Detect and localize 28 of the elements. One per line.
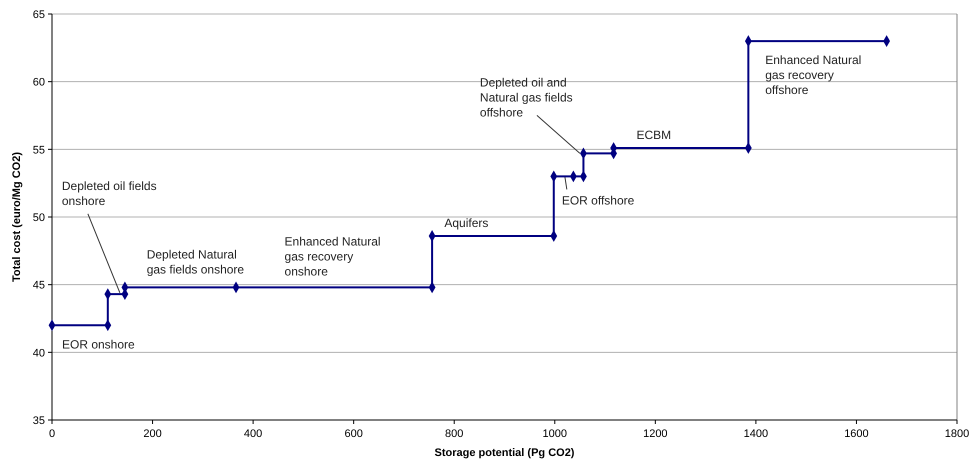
y-tick-label: 55 [32, 144, 45, 156]
x-tick-label: 200 [143, 428, 162, 440]
x-tick-label: 1200 [643, 428, 668, 440]
annotation: EOR offshore [562, 193, 635, 208]
annotation: Depleted oil fields onshore [62, 178, 157, 208]
annotation: ECBM [636, 128, 672, 142]
x-tick-label: 0 [48, 428, 56, 440]
annotation: Enhanced Natural gas recovery offshore [765, 53, 862, 98]
y-tick-label: 45 [32, 280, 45, 292]
x-axis-title: Storage potential (Pg CO2) [434, 447, 575, 459]
x-tick-label: 400 [244, 428, 262, 440]
x-tick-label: 1000 [542, 428, 568, 440]
y-tick-label: 50 [32, 212, 45, 224]
annotation: Enhanced Natural gas recovery onshore [284, 234, 381, 278]
x-tick-label: 600 [344, 428, 363, 440]
x-tick-label: 1800 [944, 428, 970, 440]
y-tick-label: 35 [32, 415, 45, 427]
y-tick-label: 65 [32, 9, 45, 21]
annotation: Aquifers [444, 216, 488, 230]
y-tick-label: 60 [32, 76, 45, 89]
annotation: EOR onshore [62, 337, 136, 352]
annotation: Depleted oil and Natural gas fields offshore [480, 75, 573, 120]
x-tick-label: 1400 [744, 428, 768, 440]
y-axis-title: Total cost (euro/Mg CO2) [11, 152, 23, 282]
x-tick-label: 1600 [844, 428, 869, 440]
x-tick-label: 800 [445, 428, 464, 440]
y-tick-label: 40 [32, 347, 45, 360]
annotation: Depleted Natural gas fields onshore [146, 247, 244, 276]
